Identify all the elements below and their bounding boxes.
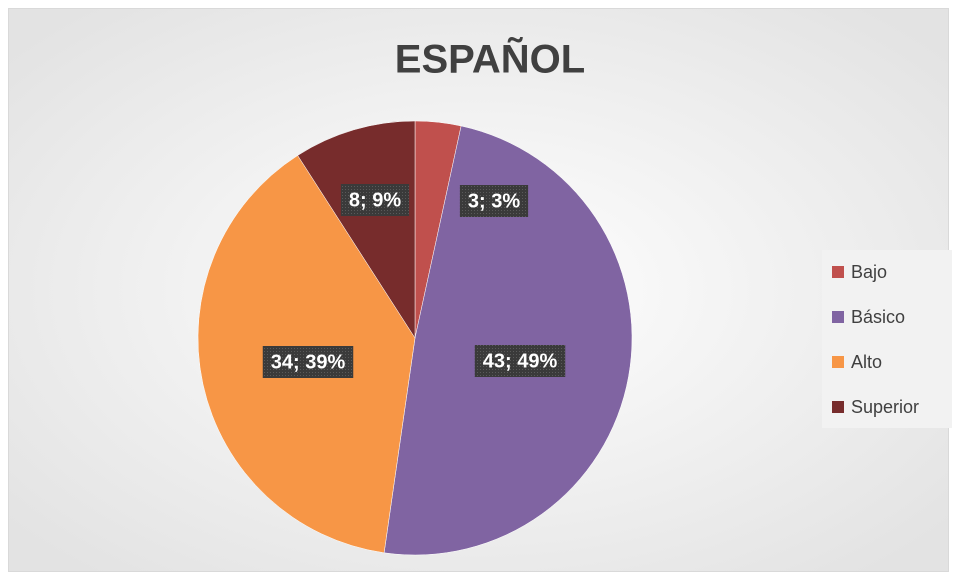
legend-swatch (832, 266, 844, 278)
data-label: 8; 9% (349, 189, 401, 211)
chart-title: ESPAÑOL (395, 36, 585, 82)
data-label: 3; 3% (468, 190, 520, 212)
legend-swatch (832, 401, 844, 413)
legend-label: Básico (851, 307, 905, 327)
legend-swatch (832, 311, 844, 323)
data-label-box (474, 345, 566, 377)
legend-label: Superior (851, 397, 919, 417)
legend-box (822, 250, 952, 428)
legend-label: Alto (851, 352, 882, 372)
data-label: 43; 49% (483, 350, 558, 372)
data-label-box (262, 346, 354, 378)
pie-slice (383, 125, 633, 556)
data-label-box (340, 184, 410, 216)
data-label-box (459, 185, 529, 217)
legend-label: Bajo (851, 262, 887, 282)
data-label: 34; 39% (271, 351, 346, 373)
legend-swatch (832, 356, 844, 368)
pie-slice (297, 120, 416, 339)
